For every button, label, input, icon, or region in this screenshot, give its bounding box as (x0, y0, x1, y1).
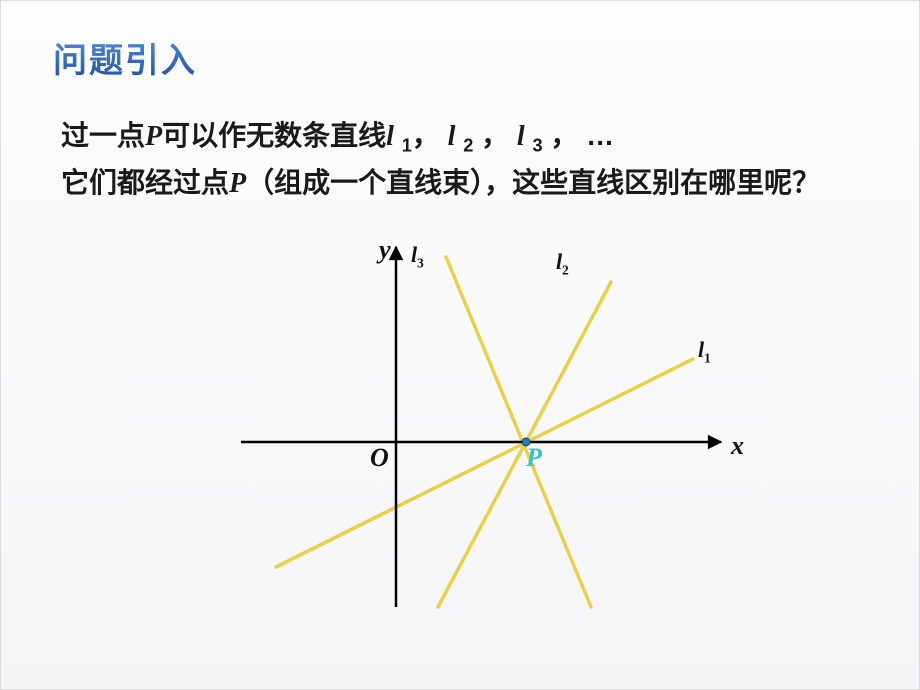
y-axis-label: y (379, 235, 391, 265)
chart-svg (221, 237, 761, 617)
text-fragment: ， (481, 120, 509, 151)
point-P-label: P (526, 443, 542, 473)
line-l1-label: l1 (698, 337, 711, 366)
question-paragraph: 过一点P可以作无数条直线l 1， l 2 ， l 3 ， … 它们都经过点P（组… (61, 114, 881, 207)
coordinate-chart: y x O P l1 l2 l3 (221, 237, 761, 617)
text-fragment: ， (412, 120, 440, 151)
subscript: 1 (402, 136, 412, 156)
subscript: 3 (532, 136, 542, 156)
origin-label: O (370, 443, 389, 473)
text-fragment: 过一点 (61, 120, 145, 151)
symbol-P: P (145, 121, 162, 152)
text-fragment: ， (550, 120, 578, 151)
ellipsis: … (586, 120, 614, 151)
subscript: 2 (463, 136, 473, 156)
text-fragment: 可以作无数条直线 (162, 120, 386, 151)
text-fragment: （组成一个直线束），这些直线区别在哪里呢？ (246, 167, 820, 198)
text-fragment: 它们都经过点 (61, 167, 229, 198)
line-l2-label: l2 (556, 249, 569, 278)
symbol-l: l (517, 121, 525, 152)
slide-title: 问题引入 (53, 33, 197, 82)
symbol-l: l (386, 121, 394, 152)
symbol-l: l (448, 121, 456, 152)
x-axis-label: x (731, 431, 744, 461)
line-l3-label: l3 (411, 242, 424, 271)
symbol-P: P (229, 168, 246, 199)
